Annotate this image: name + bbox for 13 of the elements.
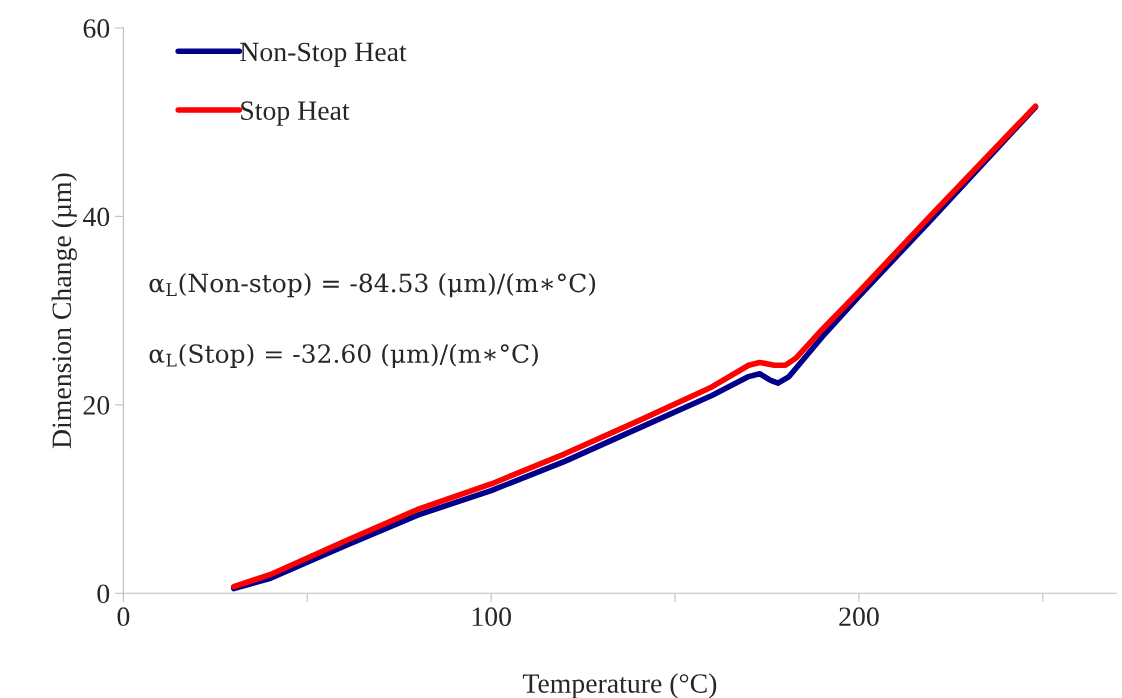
y-tick-label: 60	[83, 19, 110, 38]
y-tick-label: 20	[83, 396, 110, 415]
x-tick-label: 100	[472, 607, 511, 627]
x-tick-label: 200	[839, 607, 879, 627]
legend-label: Non-Stop Heat	[240, 42, 407, 67]
annotation: α$_{L}$(Non-stop) = -84.53 (μm)/(m∗°C)	[149, 273, 596, 298]
x-tick-label: 0	[117, 607, 130, 627]
x-axis-title: Temperature (°C)	[522, 673, 717, 698]
y-axis-title: Dimension Change (µm)	[51, 173, 77, 449]
y-tick-label: 0	[97, 584, 110, 604]
y-tick-label: 40	[82, 207, 110, 227]
annotation: α$_{L}$(Stop) = -32.60 (μm)/(m∗°C)	[149, 343, 538, 368]
legend-label: Stop Heat	[241, 101, 350, 126]
